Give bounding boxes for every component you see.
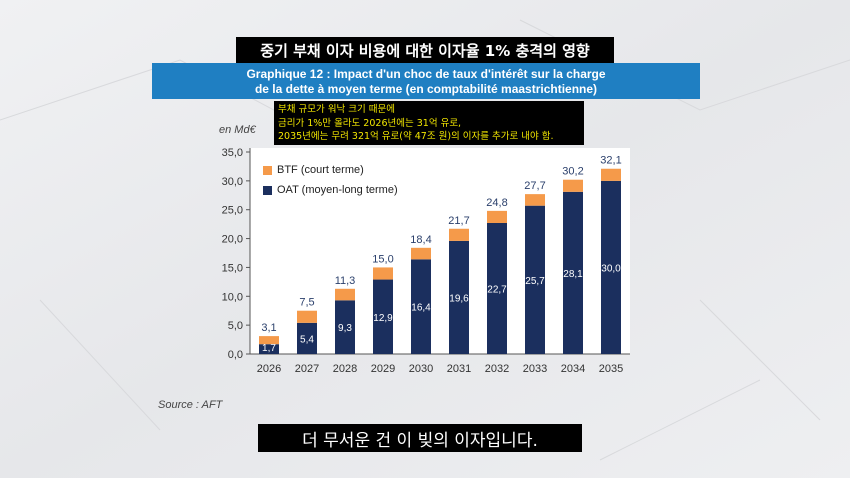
x-tick-label: 2032 [485,363,509,375]
y-tick-label: 20,0 [222,234,243,246]
bar-oat [563,191,583,354]
bar-oat-value-label: 5,4 [300,334,314,345]
x-tick-label: 2026 [257,363,281,375]
x-tick-label: 2033 [523,363,547,375]
x-tick-label: 2035 [599,363,623,375]
note-line-3: 2035년에는 무려 321억 유로(약 47조 원)의 이자를 추가로 내야 … [278,131,554,142]
bar-total-label: 27,7 [524,180,545,192]
bar-btf [411,247,431,260]
bar-oat [525,205,545,354]
bar-btf [335,288,355,301]
y-tick-label: 35,0 [222,147,243,159]
note-line-1: 부채 규모가 워낙 크기 때문에 [278,104,395,115]
bar-oat-value-label: 1,7 [262,343,276,354]
y-tick-label: 30,0 [222,176,243,188]
top-caption: 중기 부채 이자 비용에 대한 이자율 1% 충격의 영향 [236,37,614,63]
bar-btf [563,179,583,192]
x-tick-label: 2027 [295,363,319,375]
bar-oat [259,344,279,354]
bar-oat [601,180,621,354]
bar-total-label: 15,0 [372,253,393,265]
x-tick-label: 2029 [371,363,395,375]
y-axis-unit: en Md€ [219,124,256,136]
bar-total-label: 7,5 [299,297,314,309]
bar-oat-value-label: 16,4 [411,303,431,314]
x-tick-label: 2034 [561,363,585,375]
subtitle-caption: 더 무서운 건 이 빚의 이자입니다. [258,424,582,452]
bar-btf [373,267,393,280]
bar-btf [601,168,621,181]
bar-oat [487,222,507,354]
bar-btf [259,336,279,345]
legend-label-btf: BTF (court terme) [277,164,364,176]
bar-total-label: 30,2 [562,166,583,178]
bar-total-label: 32,1 [600,155,621,167]
bar-oat-value-label: 9,3 [338,323,352,334]
bar-oat [335,300,355,354]
legend-swatch-oat [263,185,272,195]
y-tick-label: 25,0 [222,205,243,217]
note-line-2: 금리가 1%만 올라도 2026년에는 31억 유로, [278,117,462,129]
bar-oat-value-label: 22,7 [487,284,507,295]
legend-item-btf: BTF (court terme) [263,164,364,176]
bar-total-label: 24,8 [486,197,507,209]
bar-oat [297,322,317,354]
bar-oat-value-label: 28,1 [563,269,583,280]
bar-oat-value-label: 30,0 [601,263,621,274]
bar-oat-value-label: 19,6 [449,293,469,304]
bar-btf [297,310,317,323]
bar-btf [487,210,507,223]
bar-oat-value-label: 25,7 [525,276,545,287]
x-tick-label: 2028 [333,363,357,375]
source-label: Source : AFT [158,399,223,411]
legend-item-oat: OAT (moyen-long terme) [263,184,398,196]
x-tick-label: 2031 [447,363,471,375]
bar-btf [525,194,545,206]
annotation-note-box: 부채 규모가 워낙 크기 때문에 금리가 1%만 올라도 2026년에는 31억… [274,101,584,145]
legend-swatch-btf [263,165,272,175]
y-tick-label: 15,0 [222,262,243,274]
x-tick-label: 2030 [409,363,433,375]
bar-total-label: 18,4 [410,234,431,246]
figure-title-banner: Graphique 12 : Impact d'un choc de taux … [152,63,700,99]
figure-title-line-2: de la dette à moyen terme (en comptabili… [254,82,598,96]
bar-oat [449,240,469,354]
bar-total-label: 21,7 [448,215,469,227]
bar-btf [449,228,469,241]
legend-label-oat: OAT (moyen-long terme) [277,184,398,196]
y-tick-label: 0,0 [228,349,243,361]
bar-total-label: 3,1 [261,322,276,334]
bar-oat [411,259,431,354]
y-tick-label: 5,0 [228,320,243,332]
bar-oat [373,279,393,354]
bar-oat-value-label: 12,9 [373,313,393,324]
bar-total-label: 11,3 [335,275,356,287]
y-tick-label: 10,0 [222,291,243,303]
figure-title-line-1: Graphique 12 : Impact d'un choc de taux … [246,67,606,81]
